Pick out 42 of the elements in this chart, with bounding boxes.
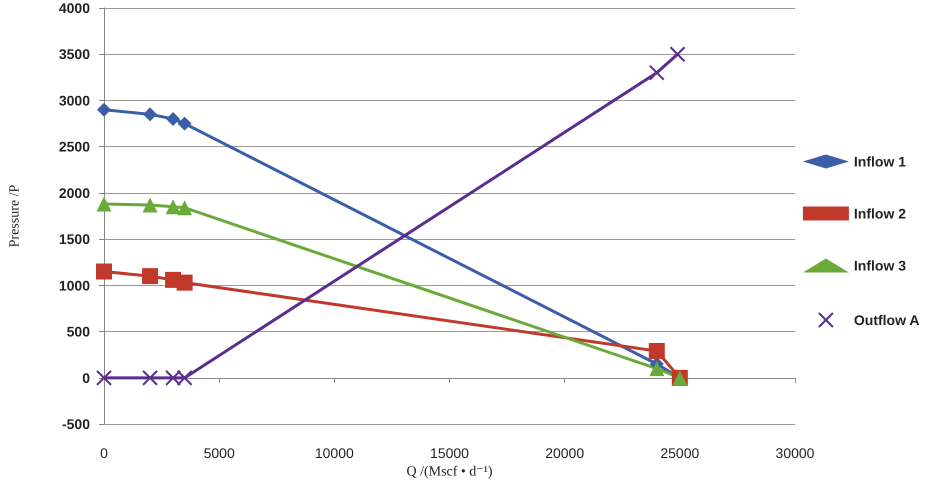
point	[648, 343, 665, 360]
x-tick-label: 5000	[204, 445, 235, 462]
x-tick-label: 25000	[660, 445, 700, 462]
point	[177, 200, 192, 216]
y-tick-label: 1500	[58, 231, 90, 248]
y-tick-label: 2500	[58, 138, 90, 155]
x-axis-title: Q /(Mscf • d⁻¹)	[406, 464, 493, 480]
x-tick-label: 10000	[314, 445, 354, 462]
point	[165, 370, 182, 386]
point	[142, 370, 158, 386]
point	[166, 112, 180, 126]
x-tick-label: 30000	[776, 445, 815, 462]
point	[97, 102, 111, 117]
y-tick-label: 1000	[58, 277, 90, 294]
y-tick-label: -500	[62, 416, 90, 432]
y-tick-label: 2000	[58, 184, 90, 201]
legend-label: Inflow 1	[854, 154, 906, 170]
point	[96, 370, 112, 386]
point	[142, 268, 158, 284]
y-tick-label: 3500	[58, 46, 90, 62]
point	[670, 46, 686, 62]
point	[96, 196, 112, 212]
point	[648, 64, 665, 81]
legend-label: Inflow 3	[854, 258, 906, 274]
y-tick-label: 500	[66, 324, 90, 340]
point	[178, 116, 192, 131]
legend-label: Outflow A	[854, 312, 920, 328]
point	[166, 199, 181, 214]
x-tick-label: 20000	[545, 445, 584, 462]
point	[176, 274, 193, 291]
legend-label: Inflow 2	[854, 206, 906, 222]
y-tick-label: 4000	[58, 0, 90, 16]
y-tick-label: 3000	[58, 92, 90, 108]
point	[176, 370, 193, 386]
point	[143, 107, 158, 122]
point	[142, 197, 158, 212]
y-tick-label: 0	[82, 370, 90, 386]
point	[649, 361, 664, 376]
x-tick-label: 15000	[430, 445, 470, 462]
point	[96, 264, 112, 280]
x-tick-label: 0	[100, 445, 108, 462]
y-axis-title: Pressure /P	[8, 184, 22, 248]
